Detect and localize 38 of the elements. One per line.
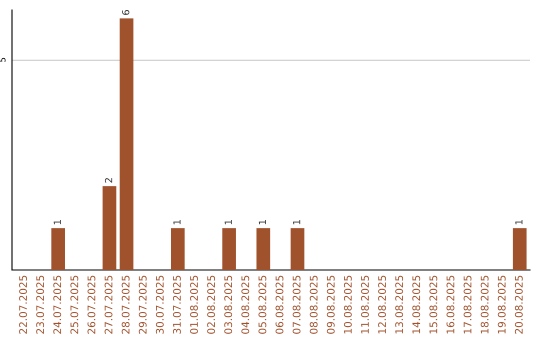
x-tick-label: 08.08.2025 <box>310 276 318 334</box>
x-tick-label: 13.08.2025 <box>395 276 404 334</box>
data-label: 1 <box>173 220 181 224</box>
x-tick-label: 29.07.2025 <box>138 276 147 334</box>
x-tick-label: 09.08.2025 <box>326 276 335 334</box>
x-tick-label: 01.08.2025 <box>190 276 198 334</box>
x-tick-label: 06.08.2025 <box>276 276 284 334</box>
x-tick-label: 03.08.2025 <box>224 276 232 334</box>
x-tick-label: 31.07.2025 <box>172 276 181 334</box>
data-label: 1 <box>54 220 61 224</box>
x-tick-label: 10.08.2025 <box>344 276 352 334</box>
x-tick-label: 02.08.2025 <box>207 276 216 334</box>
x-tick-label: 18.08.2025 <box>480 276 489 334</box>
x-tick-label: 27.07.2025 <box>104 276 112 334</box>
data-label: 2 <box>104 178 112 183</box>
x-tick-label: 20.08.2025 <box>514 276 523 334</box>
x-tick-label: 14.08.2025 <box>412 276 420 334</box>
x-tick-label: 11.08.2025 <box>361 276 369 334</box>
data-label: 6 <box>122 10 130 15</box>
data-label: 1 <box>258 220 266 224</box>
x-tick-label: 22.07.2025 <box>19 276 27 334</box>
x-tick-label: 04.08.2025 <box>241 276 250 334</box>
data-label: 1 <box>224 220 232 224</box>
x-tick-label: 25.07.2025 <box>70 276 78 334</box>
x-tick-label: 24.07.2025 <box>53 276 62 334</box>
x-tick-label: 28.07.2025 <box>122 276 130 334</box>
x-tick-label: 30.07.2025 <box>156 276 164 334</box>
x-tick-label: 05.08.2025 <box>258 276 266 334</box>
x-tick-label: 15.08.2025 <box>429 276 438 334</box>
x-tick-label: 16.08.2025 <box>446 276 454 334</box>
data-label: 1 <box>515 220 522 224</box>
x-tick-label: 26.07.2025 <box>87 276 96 334</box>
x-tick-label: 23.07.2025 <box>36 276 44 334</box>
data-label: 1 <box>293 220 300 224</box>
x-tick-label: 17.08.2025 <box>464 276 472 334</box>
x-tick-label: 12.08.2025 <box>378 276 386 334</box>
x-tick-label: 19.08.2025 <box>498 276 506 334</box>
x-tick-label: 07.08.2025 <box>292 276 301 334</box>
